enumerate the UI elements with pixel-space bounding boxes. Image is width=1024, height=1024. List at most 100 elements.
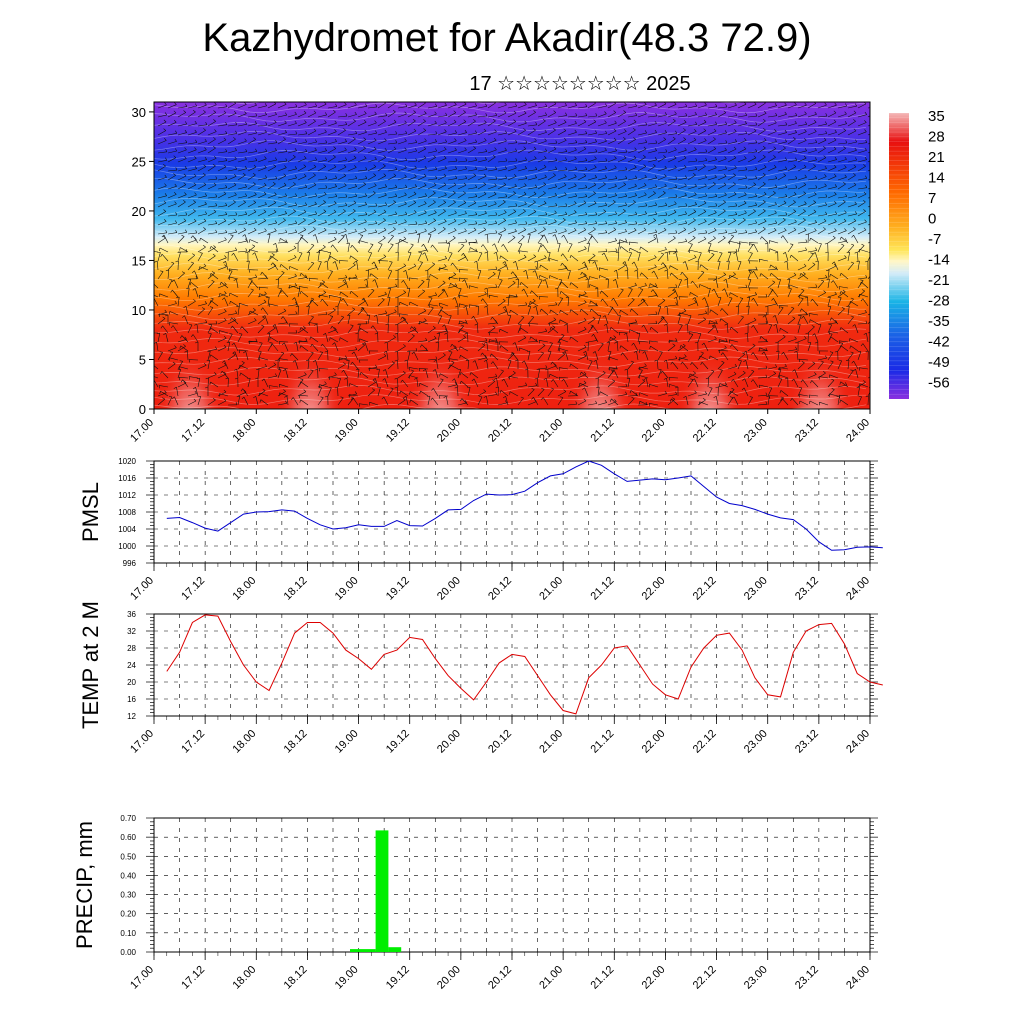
wind-barb-flag bbox=[860, 279, 864, 281]
wind-barb bbox=[527, 187, 537, 190]
heatmap-warm-spot bbox=[156, 319, 224, 409]
wind-barb bbox=[517, 122, 527, 127]
wind-barb bbox=[387, 297, 391, 307]
wind-barb-flag bbox=[463, 191, 466, 194]
wind-barb-flag bbox=[521, 235, 525, 237]
wind-barb bbox=[297, 277, 307, 280]
wind-barb-flag bbox=[654, 148, 657, 151]
wind-barb bbox=[730, 292, 739, 298]
wind-barb bbox=[287, 304, 297, 307]
wind-barb bbox=[767, 157, 776, 163]
wind-barb bbox=[267, 178, 277, 181]
wind-barb-flag bbox=[514, 228, 517, 232]
wind-barb bbox=[187, 262, 194, 271]
wind-barb bbox=[707, 220, 717, 226]
wind-barb bbox=[457, 103, 467, 109]
wind-barb-flag bbox=[273, 164, 277, 167]
wind-barb bbox=[747, 204, 757, 208]
wind-barb bbox=[237, 113, 247, 118]
wind-barb-flag bbox=[634, 165, 637, 168]
wind-barb-flag bbox=[525, 302, 528, 306]
wind-barb bbox=[197, 303, 207, 307]
wind-barb bbox=[337, 236, 345, 244]
wind-barb-flag bbox=[705, 230, 708, 234]
wind-barb-flag bbox=[713, 146, 717, 149]
wind-barb bbox=[497, 270, 501, 280]
wind-barb bbox=[707, 205, 717, 208]
wind-barb bbox=[227, 214, 237, 217]
wind-barb bbox=[717, 176, 727, 181]
wind-barb-flag bbox=[651, 270, 655, 274]
wind-barb-flag bbox=[372, 279, 376, 282]
wind-barb bbox=[297, 141, 307, 145]
wind-barb-flag bbox=[164, 112, 168, 116]
wind-barb bbox=[407, 223, 418, 226]
wind-barb-flag bbox=[494, 147, 497, 151]
wind-barb bbox=[187, 142, 197, 145]
wind-barb bbox=[301, 236, 309, 244]
wind-barb-flag bbox=[733, 155, 737, 159]
wind-barb-flag bbox=[413, 200, 417, 203]
wind-barb bbox=[637, 213, 647, 217]
wind-barb-flag bbox=[795, 185, 798, 189]
wind-barb-flag bbox=[149, 333, 150, 336]
wind-barb-flag bbox=[605, 202, 608, 206]
wind-barb-flag bbox=[875, 328, 877, 330]
wind-barb bbox=[437, 290, 445, 298]
wind-barb bbox=[167, 214, 177, 217]
wind-barb-flag bbox=[304, 120, 307, 123]
wind-barb bbox=[850, 301, 859, 307]
wind-barb bbox=[487, 169, 497, 172]
wind-barb-flag bbox=[213, 182, 217, 186]
wind-barb bbox=[717, 106, 727, 109]
wind-barb bbox=[467, 120, 476, 127]
wind-barb bbox=[457, 168, 467, 172]
wind-barb-flag bbox=[565, 211, 568, 215]
wind-barb bbox=[547, 142, 558, 145]
wind-barb bbox=[577, 121, 587, 127]
wind-barb-flag bbox=[633, 137, 636, 140]
wind-barb bbox=[545, 279, 549, 289]
wind-barb bbox=[837, 159, 847, 163]
wind-barb bbox=[647, 232, 657, 235]
wind-barb-flag bbox=[826, 269, 830, 271]
wind-barb bbox=[812, 298, 819, 307]
wind-barb bbox=[497, 234, 502, 244]
wind-barb bbox=[427, 279, 430, 289]
wind-barb bbox=[517, 168, 527, 172]
wind-barb-flag bbox=[414, 184, 417, 187]
wind-barb bbox=[807, 187, 817, 190]
wind-barb bbox=[737, 115, 747, 118]
wind-barb-flag bbox=[503, 263, 507, 267]
wind-barb-flag bbox=[669, 265, 671, 269]
wind-barb-flag bbox=[544, 255, 547, 258]
wind-barb bbox=[667, 178, 678, 181]
wind-barb-flag bbox=[149, 251, 150, 254]
wind-barb-flag bbox=[161, 234, 165, 238]
wind-barb-flag bbox=[826, 278, 830, 280]
wind-barb bbox=[487, 251, 489, 262]
wind-barb bbox=[357, 204, 367, 208]
wind-barb-flag bbox=[464, 147, 467, 151]
wind-barb bbox=[767, 105, 777, 109]
wind-barb-flag bbox=[299, 291, 302, 295]
wind-barb bbox=[229, 268, 239, 271]
wind-barb bbox=[617, 231, 627, 235]
wind-barb bbox=[717, 232, 727, 235]
wind-barb bbox=[387, 133, 397, 136]
wind-barb-flag bbox=[295, 242, 299, 245]
wind-barb-flag bbox=[364, 278, 368, 281]
wind-barb bbox=[407, 265, 417, 271]
wind-barb bbox=[447, 237, 456, 244]
wind-barb-flag bbox=[323, 209, 327, 212]
wind-barb-flag bbox=[795, 175, 798, 179]
wind-barb-flag bbox=[453, 218, 457, 222]
wind-barb bbox=[777, 114, 787, 118]
wind-barb-flag bbox=[514, 220, 517, 224]
wind-barb-flag bbox=[524, 102, 527, 105]
wind-barb-flag bbox=[485, 148, 488, 152]
wind-barb bbox=[517, 229, 527, 235]
wind-barb bbox=[329, 295, 339, 298]
wind-barb bbox=[487, 223, 497, 226]
wind-barb-flag bbox=[534, 156, 537, 159]
